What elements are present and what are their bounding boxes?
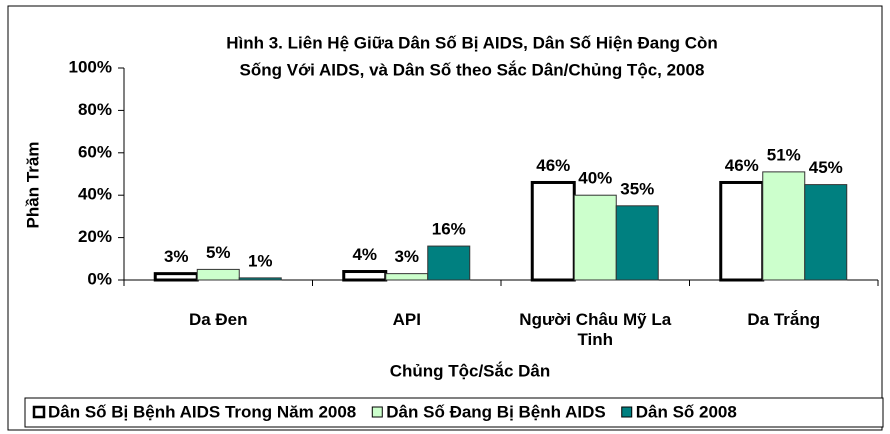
- value-label: 1%: [248, 251, 273, 270]
- y-tick-label: 80%: [78, 100, 112, 119]
- bar: [762, 171, 806, 281]
- value-label: 16%: [432, 220, 466, 239]
- legend-swatch: [371, 406, 383, 418]
- bar: [615, 205, 659, 281]
- legend-label: Dân Số Đang Bị Bệnh AIDS: [386, 402, 605, 421]
- y-tick-label: 100%: [69, 57, 112, 76]
- x-tick-label: Da Trắng: [747, 310, 821, 329]
- bar: [719, 180, 765, 282]
- x-axis-label: Chủng Tộc/Sắc Dân: [390, 361, 551, 380]
- legend-swatch: [32, 405, 46, 419]
- x-tick-label: Da Đen: [188, 310, 248, 329]
- legend-label: Dân Số Bị Bệnh AIDS Trong Năm 2008: [48, 402, 356, 421]
- y-axis-label: Phần Trăm: [23, 142, 42, 229]
- legend-swatch: [621, 406, 633, 418]
- value-label: 4%: [352, 245, 377, 264]
- y-tick-label: 20%: [78, 227, 112, 246]
- y-tick-label: 60%: [78, 142, 112, 161]
- bar: [238, 277, 282, 281]
- bar: [573, 194, 617, 281]
- value-label: 40%: [578, 169, 612, 188]
- value-label: 51%: [767, 145, 801, 164]
- legend-label: Dân Số 2008: [636, 402, 737, 421]
- x-tick-label-box: Người Châu Mỹ La Tinh: [519, 310, 672, 349]
- x-tick-label-box: Da Đen: [188, 310, 248, 329]
- bar: [530, 180, 576, 282]
- bar: [427, 245, 471, 281]
- legend-box: [24, 397, 884, 428]
- y-tick-label: 40%: [78, 185, 112, 204]
- bar: [342, 270, 388, 282]
- chart-title: Sống Với AIDS, và Dân Số theo Sắc Dân/Ch…: [240, 60, 705, 79]
- x-tick-label-box: API: [392, 310, 421, 329]
- chart-title: Hình 3. Liên Hệ Giữa Dân Số Bị AIDS, Dân…: [226, 33, 718, 52]
- value-label: 35%: [620, 179, 654, 198]
- value-label: 3%: [164, 247, 189, 266]
- y-tick-label: 0%: [87, 269, 112, 288]
- bar: [804, 184, 848, 281]
- value-label: 45%: [809, 158, 843, 177]
- bar: [196, 268, 240, 281]
- x-tick-label: Người Châu Mỹ La Tinh: [519, 310, 672, 349]
- value-label: 3%: [394, 247, 419, 266]
- value-label: 5%: [206, 243, 231, 262]
- bar: [153, 272, 199, 282]
- x-tick-label-box: Da Trắng: [747, 310, 821, 329]
- bar: [385, 273, 429, 281]
- x-tick-label: API: [392, 310, 421, 329]
- value-label: 46%: [536, 156, 570, 175]
- value-label: 46%: [725, 156, 759, 175]
